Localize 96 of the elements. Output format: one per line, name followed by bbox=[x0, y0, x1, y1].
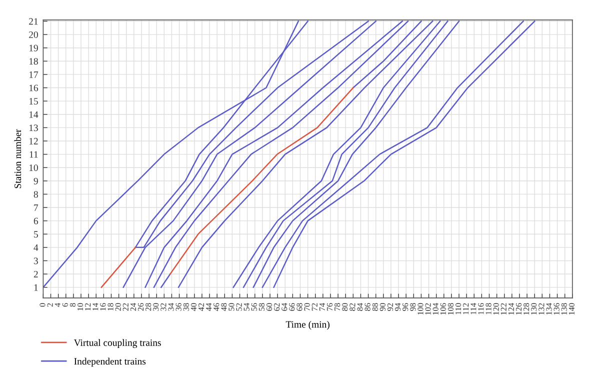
x-tick-label: 80 bbox=[342, 303, 348, 311]
x-tick-label: 12 bbox=[85, 303, 91, 310]
legend-label: Independent trains bbox=[74, 358, 146, 367]
x-tick-label: 104 bbox=[432, 302, 438, 315]
y-tick-label: 10 bbox=[29, 164, 38, 172]
y-tick-label: 15 bbox=[29, 98, 38, 105]
x-tick-label: 116 bbox=[478, 303, 484, 314]
x-tick-label: 102 bbox=[425, 303, 431, 315]
x-tick-label: 54 bbox=[244, 302, 250, 311]
x-tick-label: 112 bbox=[463, 303, 469, 314]
x-tick-label: 68 bbox=[296, 303, 302, 311]
x-tick-label: 40 bbox=[190, 303, 196, 312]
x-tick-label: 8 bbox=[70, 303, 76, 307]
x-tick-label: 66 bbox=[289, 303, 295, 311]
x-tick-label: 44 bbox=[206, 302, 212, 312]
x-tick-label: 92 bbox=[387, 303, 394, 311]
y-tick-label: 11 bbox=[30, 151, 38, 158]
y-tick-label: 2 bbox=[34, 270, 38, 278]
x-tick-label: 28 bbox=[146, 303, 152, 311]
x-tick-label: 0 bbox=[40, 303, 46, 307]
x-tick-label: 100 bbox=[418, 303, 424, 315]
x-tick-label: 84 bbox=[357, 302, 363, 311]
y-tick-label: 4 bbox=[34, 244, 38, 251]
y-tick-label: 1 bbox=[34, 284, 38, 291]
legend-label: Virtual coupling trains bbox=[74, 339, 161, 348]
x-tick-label: 36 bbox=[176, 303, 182, 311]
x-tick-label: 56 bbox=[251, 303, 257, 311]
x-tick-label: 128 bbox=[524, 303, 530, 315]
x-tick-label: 60 bbox=[266, 303, 272, 311]
x-tick-label: 38 bbox=[183, 303, 189, 311]
x-tick-label: 118 bbox=[486, 303, 492, 314]
x-tick-label: 134 bbox=[546, 302, 552, 315]
x-tick-label: 114 bbox=[470, 302, 476, 314]
y-tick-label: 19 bbox=[29, 44, 38, 52]
x-tick-label: 136 bbox=[554, 303, 560, 315]
x-tick-label: 4 bbox=[54, 302, 60, 307]
x-tick-label: 34 bbox=[168, 302, 174, 311]
y-tick-label: 21 bbox=[29, 18, 38, 25]
x-tick-label: 50 bbox=[228, 303, 234, 311]
x-tick-label: 70 bbox=[304, 303, 310, 311]
x-tick-label: 90 bbox=[380, 303, 386, 311]
x-tick-label: 124 bbox=[508, 302, 514, 315]
x-tick-label: 10 bbox=[77, 303, 84, 310]
x-tick-label: 6 bbox=[62, 303, 68, 307]
x-tick-label: 126 bbox=[516, 303, 522, 315]
x-tick-label: 20 bbox=[115, 303, 121, 311]
x-tick-label: 76 bbox=[326, 303, 333, 311]
y-tick-label: 8 bbox=[34, 191, 38, 198]
x-tick-label: 110 bbox=[455, 303, 462, 314]
y-tick-label: 9 bbox=[34, 178, 38, 184]
x-tick-label: 122 bbox=[500, 303, 506, 315]
x-tick-label: 82 bbox=[350, 303, 356, 311]
x-tick-label: 24 bbox=[130, 302, 136, 311]
y-tick-label: 13 bbox=[29, 124, 38, 132]
x-tick-label: 64 bbox=[282, 302, 288, 311]
y-tick-label: 20 bbox=[29, 31, 38, 38]
x-tick-label: 74 bbox=[319, 302, 325, 311]
x-tick-label: 132 bbox=[538, 303, 544, 315]
x-axis-title: Time (min) bbox=[286, 320, 330, 330]
y-axis-title: Station number bbox=[14, 129, 22, 188]
y-tick-label: 6 bbox=[34, 218, 38, 224]
x-tick-label: 2 bbox=[47, 303, 53, 307]
x-tick-label: 62 bbox=[274, 303, 280, 311]
x-tick-label: 46 bbox=[214, 303, 220, 312]
x-tick-label: 32 bbox=[160, 303, 166, 311]
x-tick-label: 140 bbox=[568, 303, 574, 315]
x-tick-label: 96 bbox=[402, 303, 408, 311]
x-tick-label: 72 bbox=[312, 303, 318, 311]
x-tick-label: 120 bbox=[493, 303, 499, 315]
x-tick-label: 26 bbox=[138, 303, 144, 311]
x-tick-label: 108 bbox=[448, 303, 454, 315]
y-tick-label: 16 bbox=[29, 84, 38, 92]
y-tick-label: 14 bbox=[29, 111, 38, 118]
y-tick-label: 3 bbox=[34, 258, 38, 264]
y-tick-label: 18 bbox=[29, 58, 38, 65]
x-tick-label: 22 bbox=[122, 303, 128, 311]
x-tick-label: 78 bbox=[334, 303, 340, 311]
x-tick-label: 88 bbox=[372, 303, 378, 311]
x-tick-label: 52 bbox=[236, 303, 242, 311]
x-tick-label: 14 bbox=[92, 302, 98, 310]
y-tick-label: 5 bbox=[34, 231, 38, 238]
x-tick-label: 98 bbox=[410, 303, 416, 311]
x-tick-label: 16 bbox=[100, 303, 106, 310]
x-tick-label: 94 bbox=[395, 302, 401, 311]
x-tick-label: 42 bbox=[198, 303, 204, 312]
x-tick-label: 58 bbox=[258, 303, 265, 311]
x-tick-label: 30 bbox=[153, 303, 159, 311]
x-tick-label: 86 bbox=[364, 303, 370, 311]
y-tick-label: 12 bbox=[29, 138, 38, 144]
x-tick-label: 130 bbox=[531, 303, 537, 315]
x-tick-label: 18 bbox=[108, 303, 114, 310]
x-tick-label: 48 bbox=[221, 303, 227, 312]
x-tick-label: 138 bbox=[561, 303, 567, 315]
x-tick-label: 106 bbox=[440, 303, 446, 315]
y-tick-label: 17 bbox=[29, 71, 38, 78]
y-tick-label: 7 bbox=[34, 204, 38, 211]
